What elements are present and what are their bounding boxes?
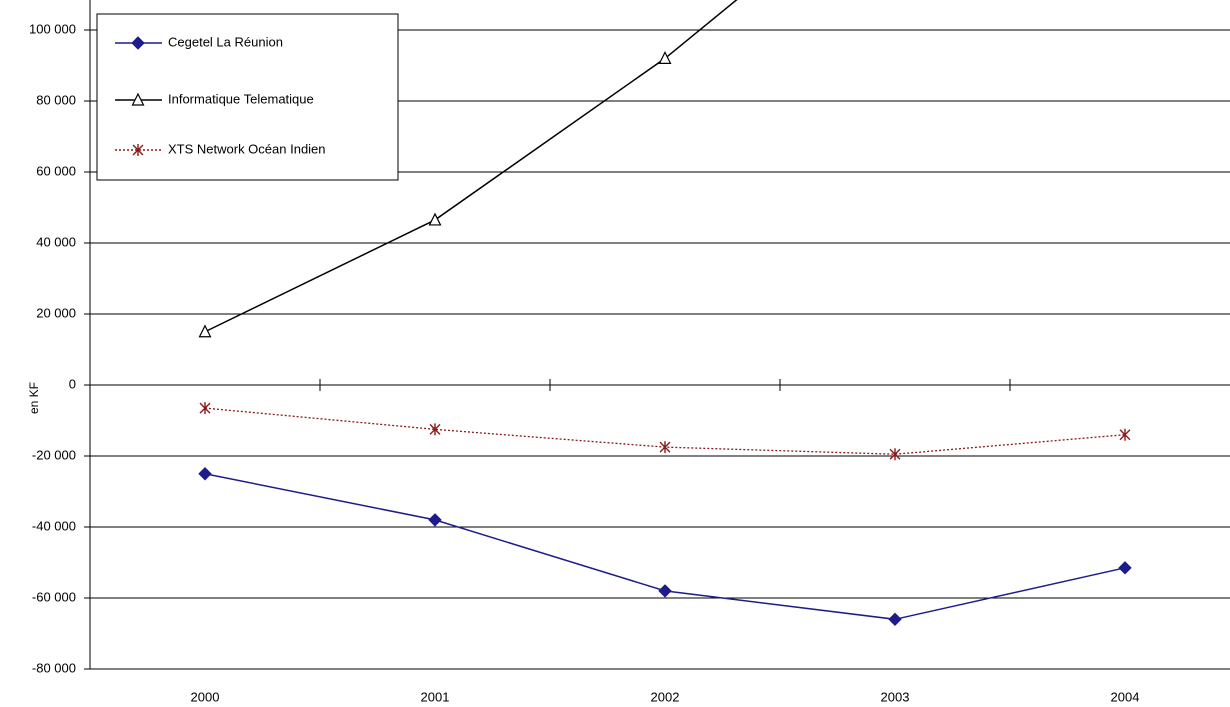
marker (198, 324, 212, 338)
x-tick-label: 2003 (881, 689, 910, 704)
marker (889, 448, 901, 461)
marker (659, 441, 671, 454)
x-tick-label: 2004 (1111, 689, 1140, 704)
marker (1118, 561, 1132, 575)
marker (132, 144, 144, 156)
y-tick-label: 40 000 (36, 234, 76, 249)
x-tick-label: 2002 (651, 689, 680, 704)
y-tick-label: -80 000 (32, 660, 76, 675)
plot (198, 0, 1132, 627)
y-tick-label: 20 000 (36, 305, 76, 320)
x-tick-label: 2001 (421, 689, 450, 704)
marker (198, 467, 212, 481)
y-tick-label: 60 000 (36, 163, 76, 178)
marker (131, 36, 145, 50)
y-axis-label: en KF (27, 382, 41, 414)
marker (658, 584, 672, 598)
legend-box (96, 13, 399, 181)
marker (131, 92, 145, 106)
x-tick-label: 2000 (191, 689, 220, 704)
marker (429, 423, 441, 436)
y-tick-label: 0 (69, 376, 76, 391)
marker (888, 612, 902, 627)
legend-label: Informatique Telematique (168, 91, 314, 106)
y-tick-label: -40 000 (32, 518, 76, 533)
legend-label: XTS Network Océan Indien (168, 141, 326, 156)
marker (428, 513, 442, 527)
y-tick-label: 100 000 (29, 21, 76, 36)
marker (658, 51, 672, 64)
y-tick-label: -60 000 (32, 589, 76, 604)
y-tick-label: 80 000 (36, 92, 76, 107)
marker (1119, 428, 1131, 441)
marker (199, 402, 211, 415)
legend-label: Cegetel La Réunion (168, 34, 283, 49)
series-line (204, 0, 738, 333)
marker (428, 212, 442, 226)
y-tick-label: -20 000 (32, 447, 76, 462)
